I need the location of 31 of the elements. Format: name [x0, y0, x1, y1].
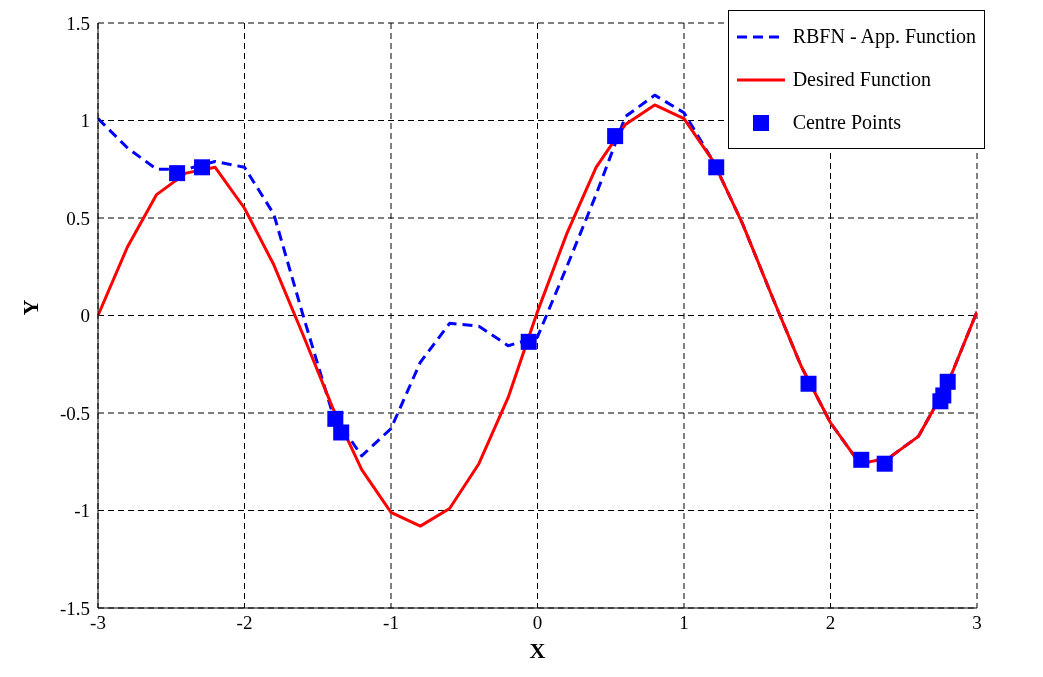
x-tick-label: 3: [972, 612, 982, 634]
point: [607, 128, 624, 145]
legend-label: RBFN - App. Function: [792, 25, 976, 48]
x-axis-title: X: [529, 638, 546, 663]
y-tick-label: -1.5: [59, 597, 90, 619]
x-tick-label: -3: [90, 612, 106, 634]
point: [853, 451, 870, 468]
point: [800, 375, 817, 392]
x-tick-label: 1: [679, 612, 689, 634]
y-tick-label: 1: [80, 110, 90, 132]
x-tick-label: -2: [236, 612, 253, 634]
point: [169, 165, 186, 182]
legend-label: Centre Points: [792, 111, 901, 134]
y-tick-label: -1: [74, 500, 90, 522]
line-series: [98, 103, 977, 528]
point: [327, 410, 344, 427]
point: [520, 333, 537, 350]
point: [939, 373, 956, 390]
y-tick-label: 0.5: [66, 207, 90, 229]
y-axis-title: Y: [17, 299, 43, 316]
point: [333, 424, 350, 441]
y-tick-label: 1.5: [66, 12, 90, 34]
x-tick-label: 2: [825, 612, 836, 634]
point: [194, 159, 211, 176]
x-tick-label: -1: [383, 612, 399, 634]
point: [708, 159, 725, 176]
legend-label: Desired Function: [792, 68, 931, 91]
x-tick-label: 0: [532, 612, 543, 634]
point: [876, 455, 893, 472]
y-tick-label: 0: [80, 305, 90, 327]
y-tick-label: -0.5: [59, 402, 90, 424]
